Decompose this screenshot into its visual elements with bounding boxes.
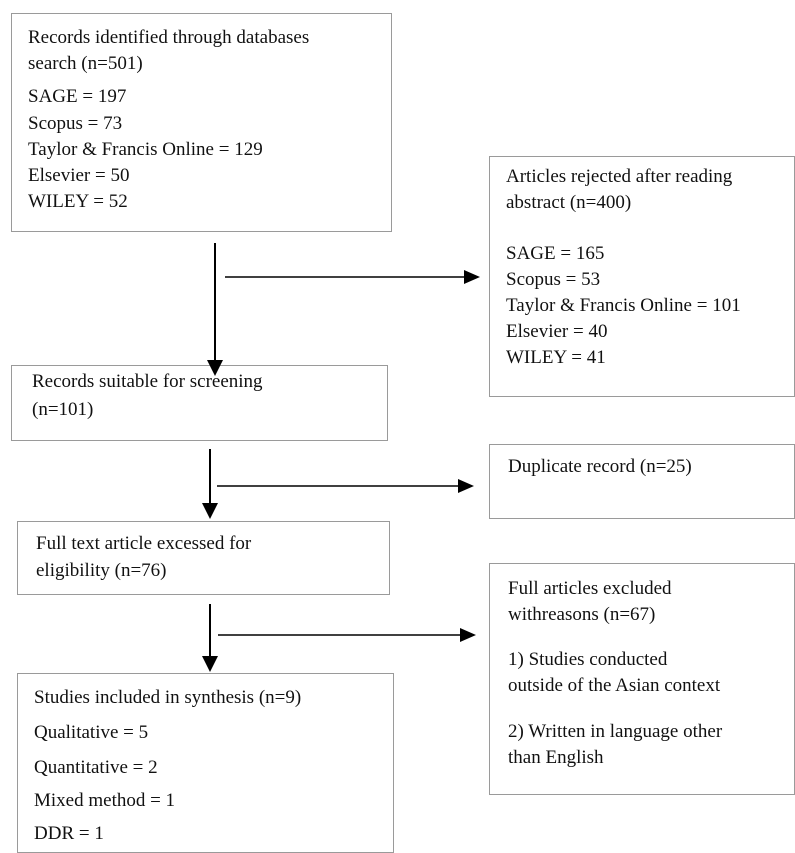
arrowhead-right <box>458 479 474 493</box>
arrowhead-down <box>207 360 223 376</box>
arrowhead-right <box>460 628 476 642</box>
arrowhead-down <box>202 503 218 519</box>
arrowhead-down <box>202 656 218 672</box>
arrowhead-right <box>464 270 480 284</box>
